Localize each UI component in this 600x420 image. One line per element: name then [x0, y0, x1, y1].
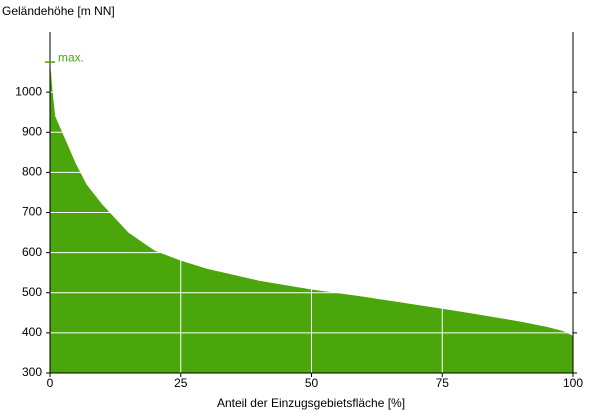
annotation: max. — [58, 50, 84, 64]
x-axis-label: Anteil der Einzugsgebietsfläche [%] — [217, 396, 405, 410]
y-tick-label: 400 — [22, 325, 42, 339]
y-tick-label: 300 — [22, 365, 42, 379]
x-tick-label: 25 — [174, 376, 188, 390]
y-tick-label: 600 — [22, 245, 42, 259]
x-tick-label: 50 — [305, 376, 319, 390]
x-tick-label: 75 — [436, 376, 450, 390]
x-tick-label: 100 — [563, 376, 583, 390]
y-axis-label: Geländehöhe [m NN] — [2, 4, 115, 18]
y-tick-label: 1000 — [15, 84, 42, 98]
y-tick-label: 500 — [22, 285, 42, 299]
y-tick-label: 900 — [22, 124, 42, 138]
y-tick-label: 700 — [22, 205, 42, 219]
x-tick-label: 0 — [47, 376, 54, 390]
y-tick-label: 800 — [22, 165, 42, 179]
